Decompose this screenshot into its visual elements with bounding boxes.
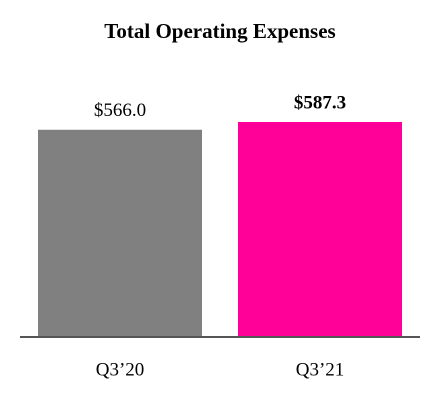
chart-title: Total Operating Expenses [104, 19, 335, 43]
value-label: $587.3 [294, 92, 346, 113]
x-tick-label: Q3’20 [96, 359, 145, 380]
bar [38, 129, 202, 336]
bar [238, 122, 402, 336]
x-tick-label: Q3’21 [296, 359, 345, 380]
value-label: $566.0 [94, 100, 146, 121]
